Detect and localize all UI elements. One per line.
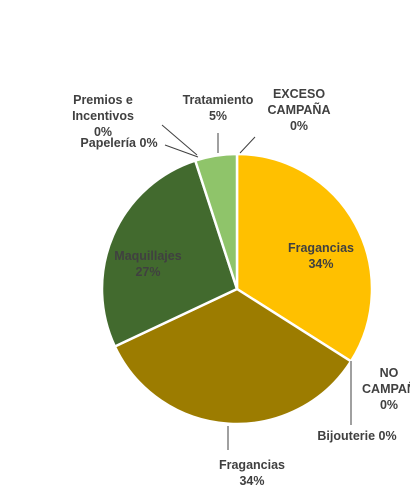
- data-labels: Fragancias 34% NOCAMPAÑ 0% Bijouterie 0% Frag…: [72, 87, 410, 488]
- data-label-bijouterie: Bijouterie 0%: [317, 429, 396, 443]
- data-label-line: Tratamiento: [183, 93, 254, 107]
- leader-line-papeleria: [164, 144, 199, 158]
- data-label-line: Fragancias: [288, 241, 354, 255]
- data-label-line: Bijouterie 0%: [317, 429, 396, 443]
- data-label-line: 0%: [94, 125, 112, 139]
- data-label-fragancias-1: Fragancias 34%: [288, 241, 354, 271]
- data-label-line: EXCESO: [273, 87, 325, 101]
- leader-lines: [161, 124, 352, 450]
- data-label-line: Premios e: [73, 93, 133, 107]
- data-label-line: Fragancias: [219, 458, 285, 472]
- pie-slice-tratamiento: [193, 152, 239, 290]
- data-label-premios-incentivos: Premios e Incentivos 0%: [72, 93, 134, 139]
- data-label-line: 27%: [135, 265, 160, 279]
- data-label-line: Papelería 0%: [80, 136, 157, 150]
- data-label-line: 0%: [380, 398, 398, 412]
- data-label-maquillajes: Maquillajes 27%: [114, 249, 181, 279]
- data-label-line: CAMPAÑ: [362, 381, 410, 396]
- data-label-fragancias-2: Fragancias 34%: [219, 458, 285, 488]
- pie-slice-fragancias-2: [113, 287, 353, 426]
- data-label-no-campana: NOCAMPAÑ 0%: [362, 366, 410, 412]
- data-label-papeleria: Papelería 0%: [80, 136, 157, 150]
- pie-slices: [100, 152, 374, 426]
- data-label-line: Incentivos: [72, 109, 134, 123]
- data-label-line: Maquillajes: [114, 249, 181, 263]
- data-label-line: 0%: [290, 119, 308, 133]
- data-label-exceso-campana: EXCESO CAMPAÑA 0%: [268, 87, 331, 133]
- data-label-line: 34%: [308, 257, 333, 271]
- leader-line-premios-incentivos: [161, 124, 198, 156]
- data-label-line: CAMPAÑA: [268, 102, 331, 117]
- leader-line-exceso-campana: [239, 136, 256, 154]
- data-label-line: 34%: [239, 474, 264, 488]
- pie-slice-maquillajes: [100, 159, 239, 349]
- data-label-line: 5%: [209, 109, 227, 123]
- data-label-tratamiento: Tratamiento 5%: [183, 93, 254, 123]
- data-label-line: NO: [380, 366, 399, 380]
